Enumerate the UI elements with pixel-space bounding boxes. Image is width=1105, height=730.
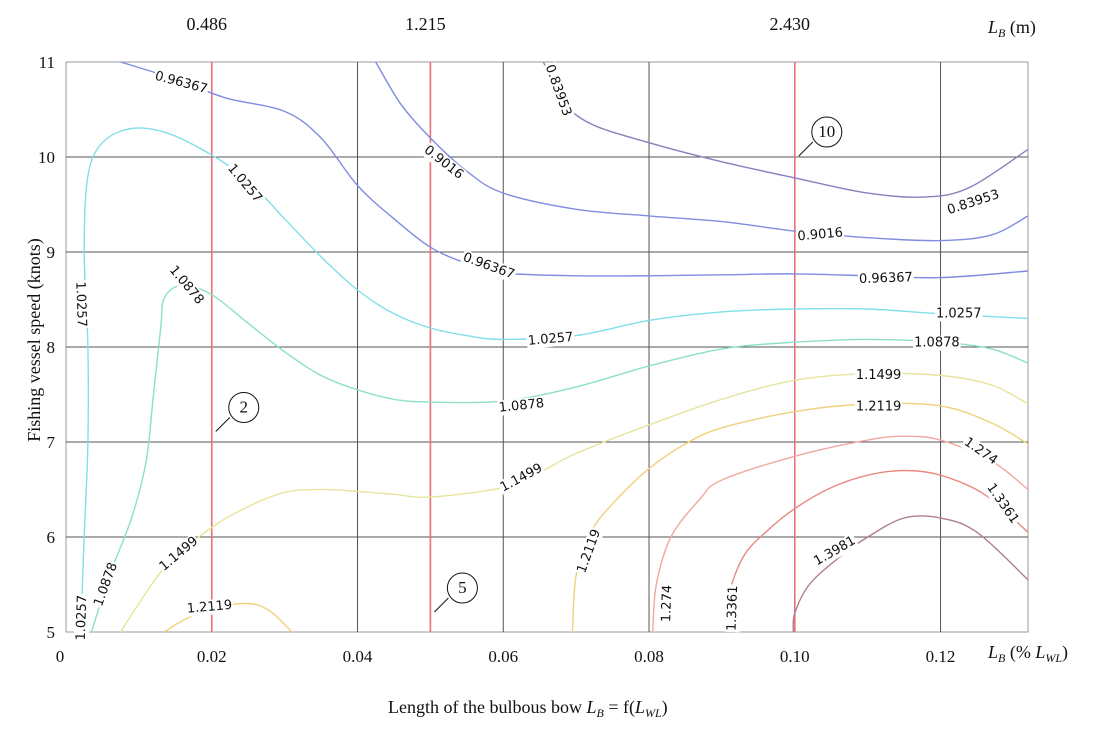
callout-circle (228, 392, 260, 423)
contour-line-1.3981 (792, 515, 1029, 633)
top-tick-label: 1.215 (405, 14, 446, 34)
x-tick-labels: 0 0.02 0.04 0.06 0.08 0.10 0.12 (56, 647, 956, 666)
contour-line-1.274 (652, 435, 1029, 633)
callout-circle (811, 116, 843, 148)
callout-label: 10 (818, 122, 835, 141)
callout-label: 5 (458, 578, 467, 597)
contour-label: 0.9016 (797, 225, 844, 244)
contour-label: 0.96367 (859, 270, 913, 287)
callout-label: 2 (240, 397, 249, 416)
callouts: 2 5 10 (215, 116, 843, 613)
contour-label: 1.2119 (856, 399, 902, 414)
contour-label: 1.2119 (186, 598, 233, 617)
contour-label-bg (913, 335, 961, 351)
contour-label-bg (223, 160, 266, 207)
contour-label-bg (526, 329, 575, 349)
y-tick-label: 5 (47, 623, 56, 642)
contour-label-bg (944, 186, 1003, 219)
contour-label: 1.0257 (72, 281, 89, 327)
contour-label: 1.0257 (936, 306, 982, 321)
contour-label-bg (795, 225, 845, 245)
contour-label-bg (659, 583, 676, 624)
y-tick-labels: 5 6 7 8 9 10 11 (38, 53, 56, 642)
x-tick-label: 0.08 (634, 647, 664, 666)
top-tick-labels: 0.486 1.215 2.430 (187, 14, 811, 34)
top-unit-label: LB (m) (987, 17, 1036, 40)
contour-label-bg (73, 593, 91, 642)
contour-label-bg (541, 61, 575, 120)
callout-leader (798, 141, 814, 157)
y-tick-label: 6 (47, 528, 56, 547)
contour-label: 1.0257 (74, 595, 91, 641)
contour-label-bg (165, 262, 208, 309)
top-tick-label: 2.430 (770, 14, 811, 34)
contour-label-bg (854, 399, 903, 415)
callout-circle (446, 572, 478, 604)
contour-label-bg (72, 280, 89, 329)
top-tick-label: 0.486 (187, 14, 228, 34)
contour-label: 1.3361 (725, 585, 742, 631)
contour-label: 1.0257 (527, 330, 574, 349)
x-tick-label: 0.10 (780, 647, 810, 666)
contour-label-bg (935, 306, 983, 322)
contour-label-bg (810, 532, 860, 570)
contour-label-bg (854, 368, 903, 383)
x-tick-label: 0.12 (926, 647, 956, 666)
contour-label-bg (155, 533, 202, 576)
contour-line-1.0878 (90, 284, 1029, 633)
contour-label: 1.0878 (914, 336, 960, 351)
contour-label-bg (857, 270, 915, 288)
x-tick-label: 0 (56, 647, 65, 666)
x-tick-label: 0.06 (488, 647, 518, 666)
contour-line-1.3361 (726, 469, 1029, 633)
contour-label-bg (459, 249, 518, 283)
y-tick-label: 8 (47, 338, 56, 357)
contour-label-bg (960, 434, 1001, 469)
callout-leader (215, 417, 231, 432)
x-axis-title: Length of the bulbous bow LB = f(LWL) (388, 697, 668, 720)
y-tick-label: 11 (39, 53, 55, 72)
y-axis-title: Fishing vessel speed (knots) (24, 238, 45, 441)
contour-line-0.9016 (375, 61, 1029, 242)
contour-label-bg (497, 395, 546, 416)
contour-label-bg (497, 460, 546, 496)
contour-label-bg (420, 142, 467, 184)
contour-label-bg (185, 597, 234, 617)
y-tick-label: 10 (38, 148, 55, 167)
contour-label-bg (982, 479, 1023, 528)
contour-label-bg (724, 584, 742, 633)
y-tick-label: 7 (47, 433, 56, 452)
callout-leader (434, 597, 449, 613)
contour-label: 1.0878 (498, 396, 545, 416)
contour-label: 1.274 (659, 585, 675, 623)
x-tick-label: 0.02 (197, 647, 227, 666)
contour-label-bg (152, 68, 211, 98)
contour-line-0.83953 (542, 61, 1029, 198)
contour-label-bg (90, 559, 122, 610)
contour-label: 1.1499 (856, 368, 902, 383)
x-unit-label: LB (% LWL) (987, 642, 1068, 665)
x-tick-label: 0.04 (343, 647, 373, 666)
contour-label-bg (574, 526, 605, 577)
y-tick-label: 9 (47, 243, 56, 262)
